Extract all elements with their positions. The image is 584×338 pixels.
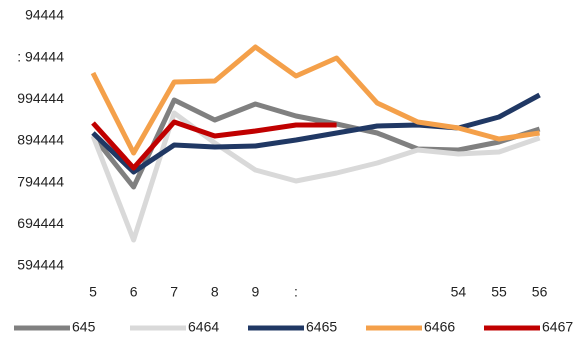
x-tick-label: 9 bbox=[252, 284, 260, 300]
legend-label: 6466 bbox=[424, 319, 455, 335]
x-tick-label: 6 bbox=[130, 284, 138, 300]
series-line bbox=[91, 92, 541, 175]
legend-label: 6464 bbox=[188, 319, 219, 335]
x-tick-label: 7 bbox=[170, 284, 178, 300]
x-tick-label: 54 bbox=[451, 284, 467, 300]
series-line bbox=[90, 44, 540, 156]
x-tick-label: : bbox=[294, 284, 298, 300]
y-tick-label: : 94444 bbox=[17, 48, 64, 64]
y-tick-label: 594444 bbox=[17, 257, 64, 273]
x-tick-label: 5 bbox=[89, 284, 97, 300]
series-line bbox=[91, 97, 541, 190]
legend-label: 645 bbox=[72, 319, 96, 335]
y-tick-label: 694444 bbox=[17, 215, 64, 231]
y-tick-label: 894444 bbox=[17, 132, 64, 148]
legend-label: 6465 bbox=[306, 319, 337, 335]
series-line bbox=[91, 119, 337, 171]
legend-label: 6467 bbox=[542, 319, 573, 335]
x-tick-label: 8 bbox=[211, 284, 219, 300]
y-tick-label: 994444 bbox=[17, 90, 64, 106]
x-tick-label: 56 bbox=[532, 284, 548, 300]
y-tick-label: 94444 bbox=[25, 7, 64, 23]
y-tick-label: 794444 bbox=[17, 173, 64, 189]
series-line bbox=[90, 110, 541, 243]
x-tick-label: 55 bbox=[491, 284, 507, 300]
